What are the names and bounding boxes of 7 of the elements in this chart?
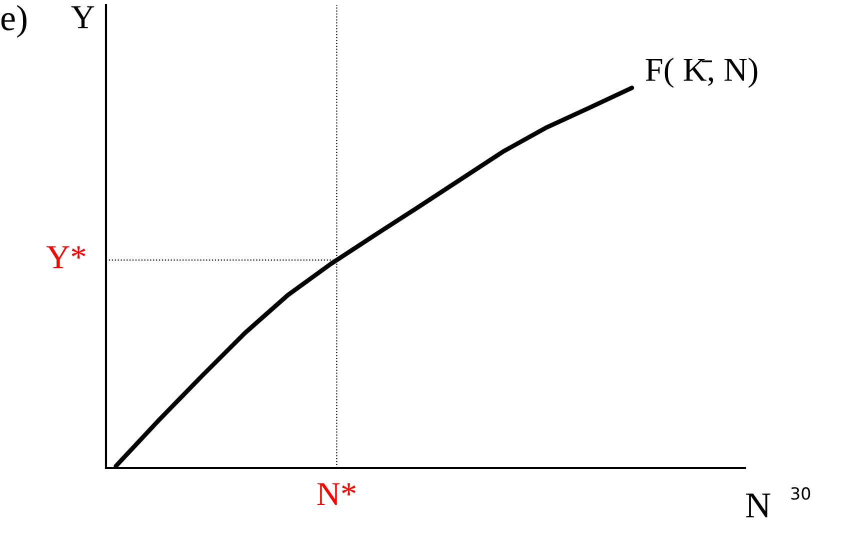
x-axis-title: N bbox=[746, 494, 770, 518]
ref-line-label: Y* bbox=[46, 246, 86, 268]
text: e) bbox=[1, 5, 26, 38]
text: N* bbox=[317, 483, 356, 506]
series-label: F( K̄, N) bbox=[646, 58, 758, 88]
text: 30 bbox=[791, 487, 810, 500]
y-axis-title: Y bbox=[71, 6, 94, 28]
